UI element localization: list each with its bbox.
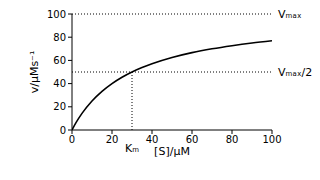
svg-text:[S]/μM: [S]/μM: [154, 145, 190, 158]
svg-text:0: 0: [60, 125, 66, 136]
svg-text:20: 20: [106, 134, 119, 145]
svg-text:Vₘₐₓ: Vₘₐₓ: [278, 8, 302, 21]
svg-text:40: 40: [146, 134, 159, 145]
svg-text:Vₘₐₓ/2: Vₘₐₓ/2: [278, 66, 312, 79]
svg-text:Kₘ: Kₘ: [125, 142, 139, 155]
svg-text:100: 100: [262, 134, 281, 145]
svg-text:60: 60: [53, 55, 66, 66]
svg-text:v/μMs⁻¹: v/μMs⁻¹: [28, 51, 41, 94]
svg-text:0: 0: [69, 134, 75, 145]
svg-text:100: 100: [47, 9, 66, 20]
svg-text:40: 40: [53, 78, 66, 89]
svg-text:80: 80: [53, 32, 66, 43]
svg-text:80: 80: [226, 134, 239, 145]
svg-text:60: 60: [186, 134, 199, 145]
svg-text:20: 20: [53, 101, 66, 112]
